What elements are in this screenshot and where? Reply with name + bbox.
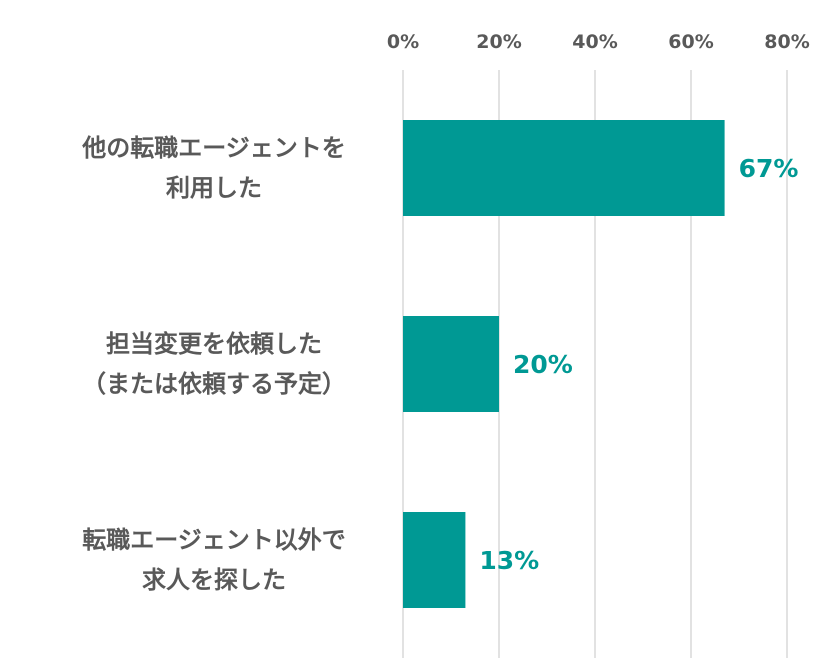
x-tick-label: 80%: [764, 31, 809, 53]
bars: [403, 120, 725, 608]
data-label: 13%: [479, 546, 539, 575]
x-tick-label: 20%: [476, 31, 521, 53]
data-label: 20%: [513, 350, 573, 379]
category-label: 転職エージェント以外で求人を探した: [82, 526, 346, 594]
x-tick-label: 0%: [387, 31, 419, 53]
category-label: 担当変更を依頼した （または依頼する予定）: [82, 330, 346, 398]
x-tick-label: 60%: [668, 31, 713, 53]
category-label-line: （または依頼する予定）: [82, 370, 346, 398]
bar: [403, 316, 499, 412]
category-label-line: 担当変更を依頼した: [106, 330, 322, 358]
x-tick-label: 40%: [572, 31, 617, 53]
category-label-line: 他の転職エージェントを: [81, 134, 346, 162]
bar: [403, 120, 725, 216]
data-labels: 67% 20% 13%: [479, 154, 798, 575]
category-label-line: 転職エージェント以外で: [82, 526, 346, 554]
category-label-line: 利用した: [166, 174, 262, 202]
data-label: 67%: [739, 154, 799, 183]
category-label: 他の転職エージェントを利用した: [81, 134, 346, 202]
bar: [403, 512, 466, 608]
x-axis-tick-labels: 0% 20% 40% 60% 80%: [387, 31, 810, 53]
category-label-line: 求人を探した: [142, 566, 286, 594]
